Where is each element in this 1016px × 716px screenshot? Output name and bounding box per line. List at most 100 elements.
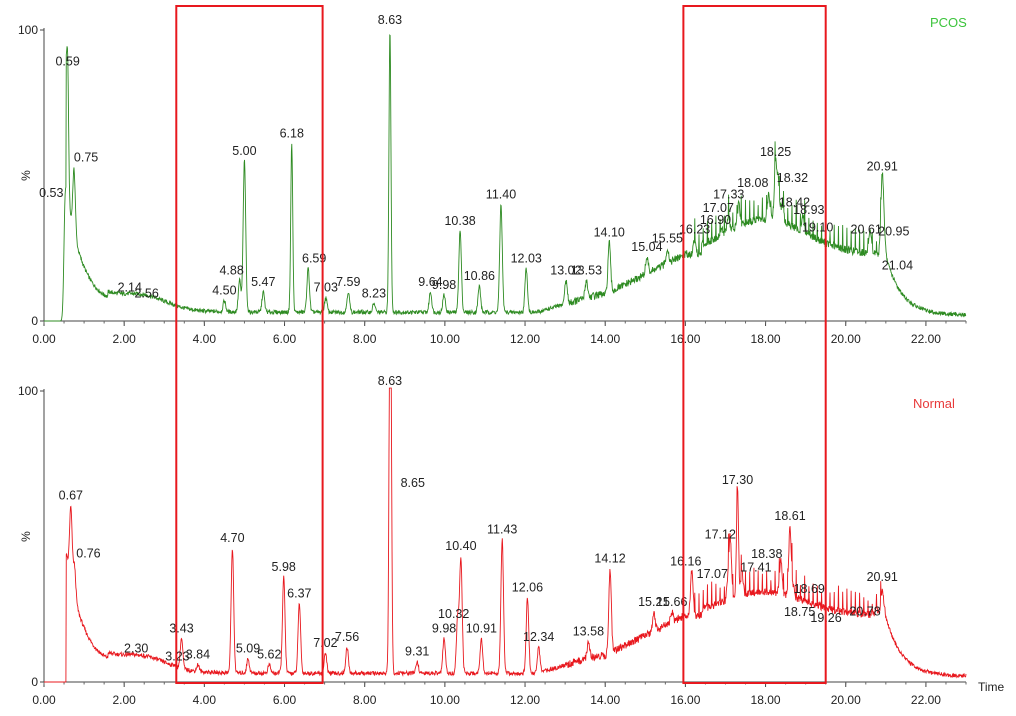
x-tick-label: 16.00 bbox=[670, 332, 700, 346]
y-tick-label: 0 bbox=[31, 675, 38, 689]
peak-label: 0.75 bbox=[74, 151, 98, 165]
peak-label: 13.58 bbox=[573, 624, 604, 638]
peak-label: 13.53 bbox=[571, 263, 602, 277]
x-tick-label: 8.00 bbox=[353, 693, 377, 707]
peak-label: 16.23 bbox=[679, 223, 710, 237]
peak-label: 14.10 bbox=[594, 225, 625, 239]
highlight-box-2 bbox=[682, 5, 827, 684]
x-axis-label: Time bbox=[978, 680, 1005, 694]
x-tick-label: 2.00 bbox=[112, 332, 136, 346]
peak-label: 10.38 bbox=[444, 214, 475, 228]
peak-label: 10.86 bbox=[464, 269, 495, 283]
peak-label: 18.61 bbox=[774, 509, 805, 523]
series-name-label: PCOS bbox=[930, 15, 967, 30]
peak-label: 20.95 bbox=[878, 225, 909, 239]
peak-label: 9.98 bbox=[432, 278, 456, 292]
peak-label: 11.40 bbox=[486, 188, 516, 202]
peak-label: 10.40 bbox=[445, 539, 476, 553]
peak-label: 6.59 bbox=[302, 252, 326, 266]
peak-label: 5.09 bbox=[236, 642, 260, 656]
peak-label: 11.43 bbox=[487, 522, 517, 536]
peak-label: 21.04 bbox=[882, 259, 913, 273]
peak-label: 13.02 bbox=[550, 263, 581, 277]
x-tick-label: 18.00 bbox=[751, 693, 781, 707]
peak-label: 18.38 bbox=[751, 547, 782, 561]
x-tick-label: 14.00 bbox=[590, 332, 620, 346]
peak-label: 17.07 bbox=[703, 201, 734, 215]
peak-label: 17.12 bbox=[705, 527, 736, 541]
peak-label: 10.91 bbox=[466, 621, 497, 635]
peak-label: 4.70 bbox=[220, 531, 244, 545]
peak-label: 15.55 bbox=[652, 231, 683, 245]
peak-label: 7.56 bbox=[335, 630, 359, 644]
peak-label: 12.34 bbox=[523, 630, 554, 644]
peak-label: 4.88 bbox=[219, 263, 243, 277]
peak-label: 16.16 bbox=[670, 554, 701, 568]
peak-label: 8.65 bbox=[401, 476, 425, 490]
peak-label: 18.93 bbox=[793, 203, 824, 217]
x-tick-label: 6.00 bbox=[273, 332, 297, 346]
x-tick-label: 6.00 bbox=[273, 693, 297, 707]
peak-label: 14.12 bbox=[594, 552, 625, 566]
peak-label: 20.61 bbox=[851, 223, 882, 237]
x-tick-label: 0.00 bbox=[32, 693, 56, 707]
peak-label: 12.03 bbox=[511, 252, 542, 266]
y-tick-label: 100 bbox=[18, 23, 38, 37]
x-tick-label: 20.00 bbox=[831, 693, 861, 707]
peak-label: 0.53 bbox=[39, 186, 63, 200]
peak-label: 15.04 bbox=[631, 240, 662, 254]
peak-label: 18.32 bbox=[777, 171, 808, 185]
peak-label: 5.62 bbox=[257, 648, 281, 662]
highlight-box-1 bbox=[175, 5, 324, 684]
series-trace-normal bbox=[44, 387, 967, 683]
x-tick-label: 18.00 bbox=[751, 332, 781, 346]
peak-label: 7.59 bbox=[336, 275, 360, 289]
peak-label: 18.42 bbox=[779, 196, 810, 210]
peak-label: 5.00 bbox=[232, 144, 256, 158]
x-tick-label: 12.00 bbox=[510, 693, 540, 707]
x-tick-label: 8.00 bbox=[353, 332, 377, 346]
peak-label: 4.50 bbox=[212, 284, 236, 298]
peak-label: 18.69 bbox=[794, 582, 825, 596]
x-tick-label: 12.00 bbox=[510, 332, 540, 346]
y-tick-label: 0 bbox=[31, 314, 38, 328]
x-tick-label: 10.00 bbox=[430, 332, 460, 346]
x-tick-label: 10.00 bbox=[430, 693, 460, 707]
peak-label: 9.31 bbox=[405, 645, 429, 659]
peak-label: 15.21 bbox=[638, 595, 669, 609]
x-tick-label: 22.00 bbox=[911, 332, 941, 346]
series-name-label: Normal bbox=[913, 396, 955, 411]
y-axis-label: % bbox=[19, 531, 33, 542]
series-trace-pcos bbox=[44, 34, 967, 322]
x-tick-label: 14.00 bbox=[590, 693, 620, 707]
peak-label: 5.47 bbox=[251, 275, 275, 289]
peak-label: 8.63 bbox=[378, 13, 402, 27]
peak-label: 6.37 bbox=[287, 586, 311, 600]
peak-label: 3.23 bbox=[165, 650, 189, 664]
x-tick-label: 2.00 bbox=[112, 693, 136, 707]
peak-label: 7.02 bbox=[313, 636, 337, 650]
peak-label: 17.41 bbox=[740, 560, 771, 574]
peak-label: 0.67 bbox=[59, 488, 83, 502]
peak-label: 2.14 bbox=[118, 281, 142, 295]
peak-label: 17.30 bbox=[722, 473, 753, 487]
peak-label: 7.03 bbox=[314, 281, 338, 295]
x-tick-label: 20.00 bbox=[831, 332, 861, 346]
peak-label: 17.33 bbox=[713, 188, 744, 202]
peak-label: 20.91 bbox=[867, 570, 898, 584]
peak-label: 9.64 bbox=[418, 275, 442, 289]
highlight-boxes bbox=[175, 5, 827, 684]
peak-label: 0.59 bbox=[55, 55, 79, 69]
peak-label: 12.06 bbox=[512, 581, 543, 595]
peak-label: 8.23 bbox=[362, 287, 386, 301]
peak-label: 3.84 bbox=[186, 648, 210, 662]
x-tick-label: 16.00 bbox=[670, 693, 700, 707]
y-axis-label: % bbox=[19, 170, 33, 181]
peak-label: 15.66 bbox=[656, 595, 687, 609]
peak-label: 9.98 bbox=[432, 621, 456, 635]
peak-label: 2.30 bbox=[124, 642, 148, 656]
peak-label: 16.90 bbox=[700, 213, 731, 227]
peak-label: 8.63 bbox=[378, 374, 402, 388]
peak-label: 6.18 bbox=[280, 126, 304, 140]
